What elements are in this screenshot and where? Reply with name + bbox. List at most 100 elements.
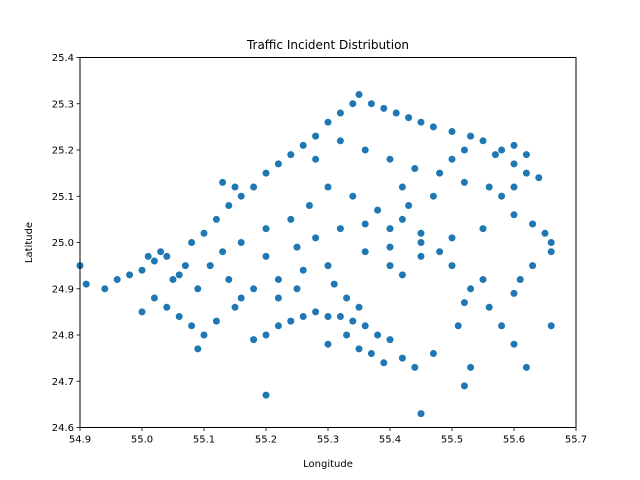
- data-point: [510, 289, 518, 297]
- y-tick-label: 24.8: [52, 331, 74, 342]
- data-point: [336, 225, 344, 233]
- data-point: [522, 169, 530, 177]
- data-point: [405, 202, 413, 209]
- data-point: [274, 276, 282, 283]
- data-point: [262, 169, 270, 177]
- data-point: [398, 183, 406, 191]
- data-point: [405, 114, 413, 122]
- data-point: [498, 146, 506, 154]
- data-point: [324, 118, 332, 126]
- data-point: [287, 215, 295, 223]
- data-point: [454, 322, 462, 330]
- data-point: [522, 363, 530, 371]
- data-point: [336, 137, 344, 145]
- data-point: [287, 317, 295, 325]
- data-point: [535, 174, 543, 182]
- data-point: [250, 336, 258, 344]
- data-point: [163, 252, 171, 260]
- data-point: [225, 202, 233, 209]
- data-point: [299, 266, 307, 274]
- data-point: [411, 165, 419, 172]
- data-point: [113, 276, 121, 283]
- data-point: [194, 345, 202, 353]
- data-point: [510, 183, 518, 191]
- data-point: [343, 294, 351, 302]
- y-tick-label: 25.0: [52, 238, 74, 249]
- x-axis-label: Longitude: [303, 459, 353, 470]
- data-point: [361, 248, 369, 256]
- data-point: [293, 243, 301, 251]
- data-point: [188, 322, 196, 330]
- data-point: [547, 322, 555, 330]
- data-points: [76, 91, 555, 418]
- data-point: [380, 104, 388, 112]
- y-tick-label: 25.2: [52, 146, 74, 157]
- data-point: [529, 262, 537, 270]
- data-point: [429, 123, 437, 131]
- data-point: [163, 303, 171, 311]
- data-point: [200, 229, 208, 237]
- data-point: [355, 345, 363, 353]
- data-point: [312, 155, 320, 163]
- data-point: [460, 146, 468, 154]
- data-point: [374, 331, 382, 339]
- data-point: [349, 317, 357, 325]
- data-point: [498, 192, 506, 200]
- data-point: [126, 271, 134, 279]
- data-point: [448, 155, 456, 163]
- data-point: [293, 285, 301, 293]
- y-tick-label: 25.4: [52, 53, 74, 64]
- data-point: [485, 303, 493, 311]
- y-axis: 24.6 24.7 24.8 24.9 25.0 25.1 25.2 25.3 25.4: [52, 53, 80, 434]
- data-point: [429, 192, 437, 200]
- data-point: [231, 183, 239, 191]
- data-point: [386, 225, 394, 233]
- data-point: [547, 248, 555, 256]
- x-axis: 54.9 55.0 55.1 55.2 55.3 55.4 55.5 55.6 55.7: [69, 427, 587, 446]
- x-tick-label: 55.1: [193, 435, 215, 446]
- data-point: [522, 151, 530, 159]
- data-point: [460, 299, 468, 307]
- data-point: [479, 137, 487, 145]
- x-tick-label: 55.7: [565, 435, 587, 446]
- data-point: [386, 262, 394, 270]
- data-point: [157, 248, 165, 256]
- data-point: [491, 151, 499, 159]
- data-point: [299, 141, 307, 149]
- data-point: [336, 313, 344, 320]
- data-point: [250, 285, 258, 293]
- data-point: [231, 303, 239, 311]
- data-point: [150, 294, 158, 302]
- data-point: [355, 303, 363, 311]
- data-point: [411, 363, 419, 371]
- data-point: [206, 262, 214, 270]
- data-point: [219, 178, 227, 186]
- x-tick-label: 55.2: [255, 435, 277, 446]
- data-point: [460, 178, 468, 186]
- data-point: [330, 280, 338, 288]
- data-point: [367, 350, 375, 357]
- data-point: [485, 183, 493, 191]
- data-point: [398, 215, 406, 223]
- data-point: [144, 252, 152, 260]
- y-tick-label: 25.3: [52, 99, 74, 110]
- data-point: [467, 363, 475, 371]
- data-point: [336, 109, 344, 117]
- data-point: [386, 243, 394, 251]
- data-point: [417, 229, 425, 237]
- data-point: [312, 308, 320, 316]
- x-tick-label: 55.5: [441, 435, 463, 446]
- data-point: [274, 322, 282, 330]
- data-point: [417, 252, 425, 260]
- data-point: [386, 155, 394, 163]
- data-point: [169, 276, 177, 283]
- data-point: [138, 266, 146, 274]
- data-point: [250, 183, 258, 191]
- data-point: [274, 294, 282, 302]
- data-point: [299, 313, 307, 320]
- data-point: [175, 271, 183, 279]
- y-axis-label: Latitude: [24, 222, 35, 263]
- y-tick-label: 24.9: [52, 284, 74, 295]
